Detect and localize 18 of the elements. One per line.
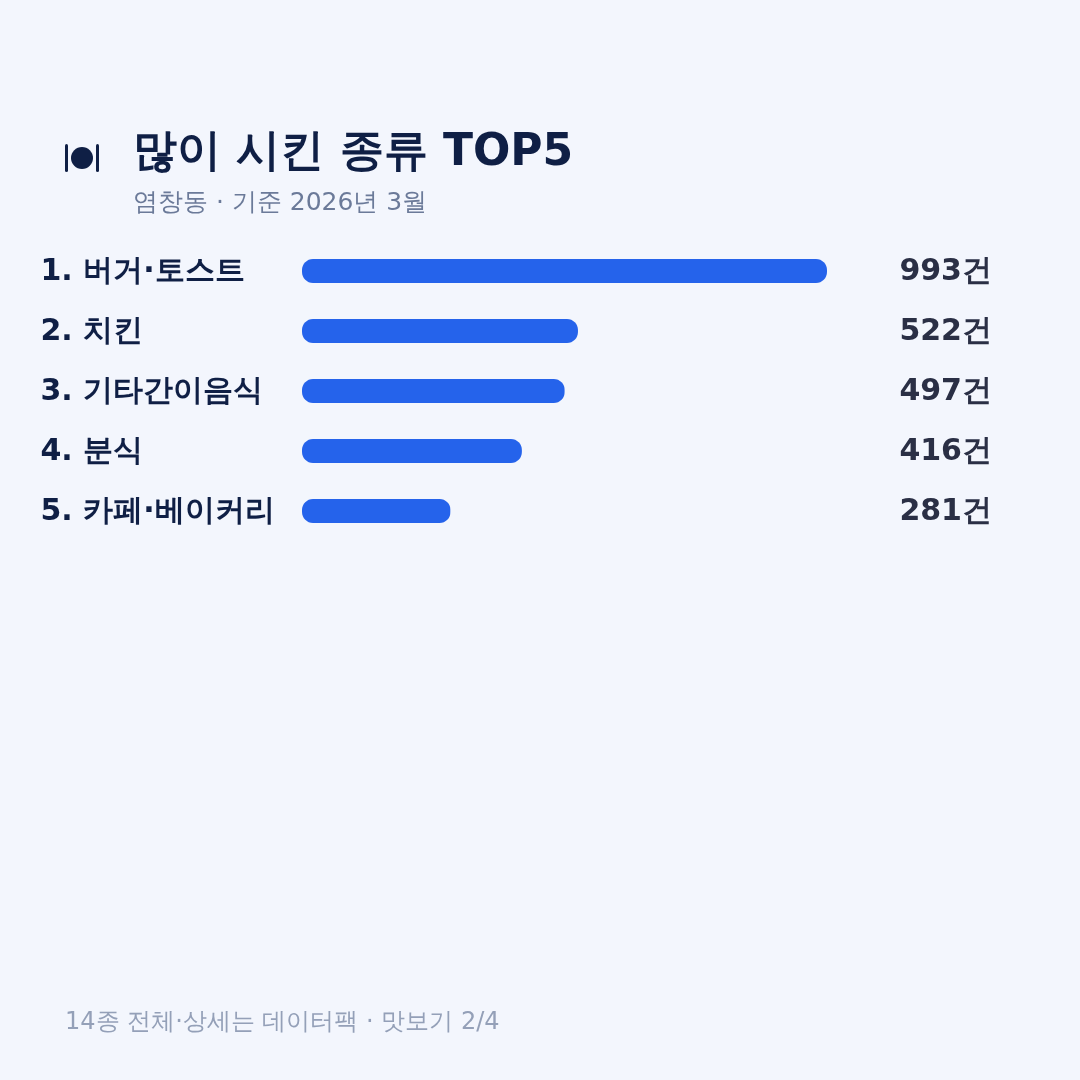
chart-subtitle: 염창동 · 기준 2026년 3월 — [133, 187, 428, 216]
data-label: 993건 — [899, 252, 992, 287]
y-tick-label: 3. 기타간이음식 — [40, 372, 264, 407]
y-tick-label: 5. 카페·베이커리 — [40, 492, 275, 527]
data-label: 522건 — [899, 312, 992, 347]
bar — [302, 379, 565, 403]
bar — [302, 439, 522, 463]
y-tick-label: 2. 치킨 — [40, 312, 144, 347]
y-tick-label: 1. 버거·토스트 — [40, 252, 245, 287]
bar — [302, 499, 451, 523]
chart-title: 많이 시킨 종류 TOP5 — [133, 124, 574, 175]
bar — [302, 319, 578, 343]
text: 14종 전체·상세는 데이터팩 · 맛보기 2/4 — [65, 1006, 500, 1037]
y-tick-label: 4. 분식 — [40, 432, 144, 467]
data-label: 281건 — [899, 492, 992, 527]
bar — [302, 259, 827, 283]
data-label: 497건 — [899, 372, 992, 407]
data-label: 416건 — [899, 432, 992, 467]
